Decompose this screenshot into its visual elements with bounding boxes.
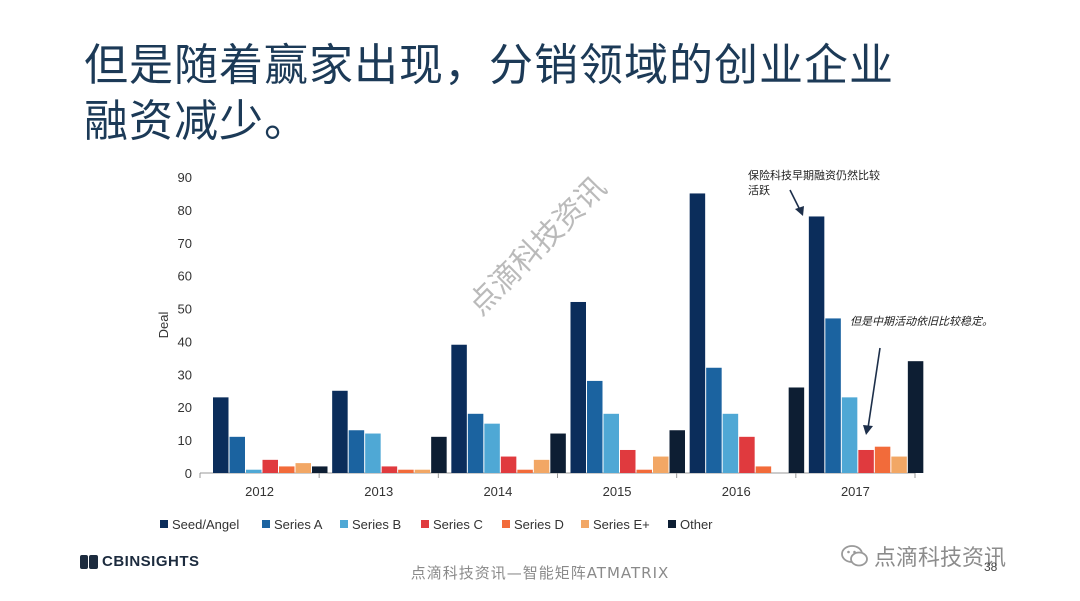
legend-label: Series B (352, 517, 401, 532)
bar-other-2017 (907, 361, 924, 473)
bar-series-e--2012 (295, 463, 311, 473)
bar-series-b-2013 (365, 433, 381, 473)
wechat-icon (841, 545, 868, 567)
y-tick-label: 90 (178, 170, 192, 185)
legend-label: Series C (433, 517, 483, 532)
x-tick-label: 2012 (245, 484, 274, 499)
legend-swatch (581, 520, 589, 528)
legend-swatch (421, 520, 429, 528)
bar-series-c-2016 (739, 436, 755, 473)
cbinsights-mark-icon (80, 554, 98, 569)
page-number: 38 (984, 560, 998, 574)
bar-other-2015 (669, 430, 685, 473)
bar-series-b-2017 (841, 397, 858, 473)
y-axis-label: Deal (156, 312, 171, 339)
bar-seed-angel-2013 (332, 390, 348, 473)
bar-series-a-2017 (825, 318, 841, 473)
annotation-insurtech-early: 保险科技早期融资仍然比较活跃 (748, 169, 880, 197)
legend-swatch (340, 520, 348, 528)
cbinsights-logo: CBINSIGHTS (80, 553, 200, 570)
bar-series-e--2017 (891, 456, 907, 473)
x-tick-label: 2015 (603, 484, 632, 499)
bar-seed-angel-2014 (451, 344, 467, 473)
bar-series-b-2012 (246, 469, 262, 473)
bar-series-d-2013 (398, 469, 414, 473)
annotation-midstage-stable: 但是中期活动依旧比较稳定。 (850, 315, 993, 328)
annotation-arrowhead-early (795, 206, 804, 216)
y-tick-label: 50 (178, 302, 192, 317)
bar-series-d-2015 (636, 469, 652, 473)
bar-series-d-2012 (279, 466, 295, 473)
y-tick-label: 30 (178, 367, 192, 382)
bar-other-2014 (550, 433, 566, 473)
bar-series-c-2013 (381, 466, 398, 473)
legend-swatch (668, 520, 676, 528)
y-tick-label: 70 (178, 236, 192, 251)
legend-label: Series A (274, 517, 323, 532)
bar-other-2012 (312, 466, 328, 473)
bar-series-a-2015 (587, 380, 603, 473)
legend-swatch (262, 520, 270, 528)
bar-series-a-2013 (348, 430, 365, 473)
bar-series-c-2012 (262, 459, 278, 473)
slide-title-line-2: 融资减少。 (84, 96, 309, 147)
x-tick-label: 2014 (483, 484, 512, 499)
y-tick-label: 0 (185, 466, 192, 481)
bar-seed-angel-2017 (808, 216, 825, 473)
legend-swatch (502, 520, 510, 528)
y-tick-label: 40 (178, 334, 192, 349)
cbinsights-logo-text: CBINSIGHTS (102, 553, 200, 570)
y-tick-label: 60 (178, 269, 192, 284)
bar-seed-angel-2012 (213, 397, 229, 473)
legend-label: Other (680, 517, 713, 532)
bar-other-2013 (431, 436, 447, 473)
bar-series-e--2015 (653, 456, 669, 473)
bar-seed-angel-2015 (570, 301, 586, 473)
x-tick-label: 2017 (841, 484, 870, 499)
y-tick-label: 10 (178, 433, 192, 448)
legend-swatch (160, 520, 168, 528)
bar-series-b-2015 (603, 413, 619, 473)
bar-other-2016 (788, 387, 805, 473)
bar-series-c-2017 (858, 449, 874, 473)
legend-label: Seed/Angel (172, 517, 239, 532)
footer-caption: 点滴科技资讯—智能矩阵ATMATRIX (410, 564, 670, 582)
bar-series-a-2016 (706, 367, 722, 473)
bar-series-a-2012 (229, 436, 245, 473)
bar-series-d-2014 (517, 469, 533, 473)
y-tick-label: 80 (178, 203, 192, 218)
annotation-arrow-mid (867, 347, 881, 429)
legend-label: Series D (514, 517, 564, 532)
bar-series-d-2017 (874, 446, 891, 473)
bar-seed-angel-2016 (689, 193, 706, 473)
bar-series-d-2016 (755, 466, 772, 473)
slide-title: 但是随着赢家出现，分销领域的创业企业 融资减少。 (84, 38, 984, 150)
bar-series-e--2013 (414, 469, 431, 473)
bar-series-e--2014 (533, 459, 550, 473)
wechat-account-name: 点滴科技资讯 (874, 546, 1007, 571)
bar-series-c-2014 (500, 456, 517, 473)
y-tick-label: 20 (178, 400, 192, 415)
wechat-account: 点滴科技资讯 (840, 540, 1006, 572)
bar-series-c-2015 (620, 449, 636, 473)
slide-title-line-1: 但是随着赢家出现，分销领域的创业企业 (84, 40, 894, 91)
bar-series-a-2014 (467, 413, 484, 473)
bar-series-b-2016 (722, 413, 739, 473)
x-tick-label: 2013 (364, 484, 393, 499)
annotation-arrowhead-mid (863, 425, 873, 435)
bar-series-b-2014 (484, 423, 500, 473)
legend-label: Series E+ (593, 517, 650, 532)
x-tick-label: 2016 (722, 484, 751, 499)
